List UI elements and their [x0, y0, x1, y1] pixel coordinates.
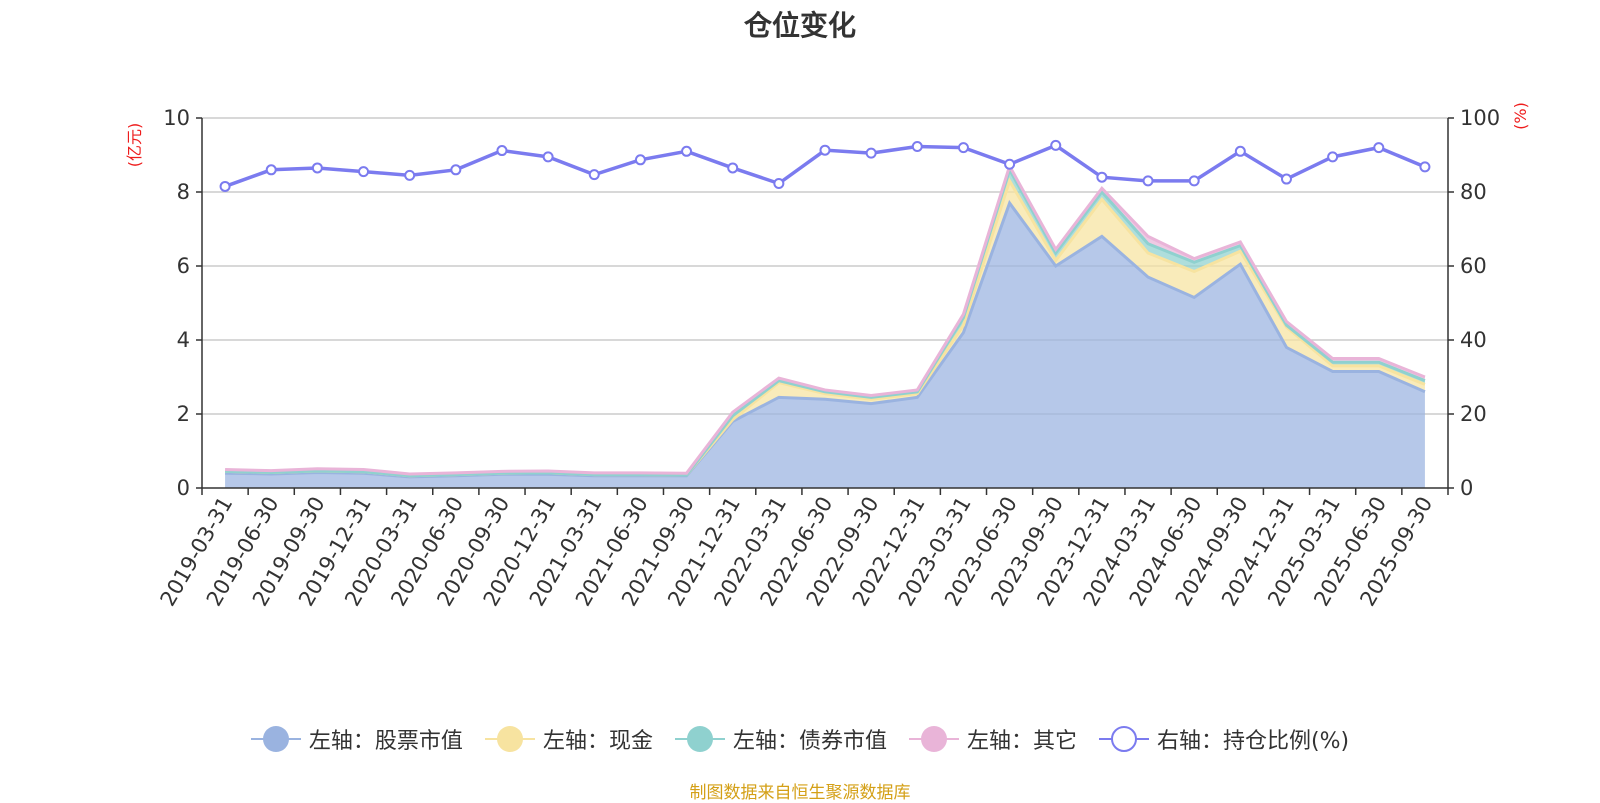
left-axis-tick-label: 10 — [163, 106, 190, 130]
left-axis-tick-label: 0 — [177, 476, 190, 500]
area-左轴：股票市值 — [225, 203, 1425, 488]
right-axis-tick-label: 40 — [1460, 328, 1487, 352]
legend-item[interactable]: 右轴：持仓比例(%) — [1098, 723, 1350, 755]
chart-title: 仓位变化 — [743, 9, 856, 42]
area-edge-左轴：其它 — [225, 162, 1426, 476]
left-axis-tick-label: 8 — [177, 180, 190, 204]
legend-marker-icon — [250, 726, 301, 752]
ratio-point — [1373, 142, 1385, 154]
stacked-areas — [225, 162, 1426, 488]
ratio-point — [1419, 161, 1431, 173]
ratio-point — [773, 177, 785, 189]
ratio-point — [1096, 171, 1108, 183]
legend-label: 左轴：债券市值 — [732, 729, 887, 754]
ratio-point — [1004, 158, 1016, 170]
ratio-point — [1327, 151, 1339, 163]
ratio-point — [1234, 145, 1246, 157]
area-edge-左轴：债券市值 — [225, 166, 1426, 478]
right-axis-tick-label: 100 — [1460, 106, 1500, 130]
right-axis-tick-label: 20 — [1460, 402, 1487, 426]
legend-item[interactable]: 左轴：其它 — [908, 723, 1077, 755]
ratio-point — [634, 154, 646, 166]
ratio-point — [911, 140, 923, 152]
left-axis-unit: (亿元) — [125, 123, 144, 168]
ratio-point — [681, 145, 693, 157]
ratio-point — [404, 169, 416, 181]
left-axis-tick-label: 6 — [177, 254, 190, 278]
ratio-point — [265, 164, 277, 176]
left-axis-tick-label: 2 — [177, 402, 190, 426]
legend-item[interactable]: 左轴：现金 — [484, 723, 653, 755]
ratio-point — [311, 162, 323, 174]
legend-marker-icon — [484, 726, 535, 752]
legend-label: 右轴：持仓比例(%) — [1156, 729, 1350, 754]
ratio-point — [865, 147, 877, 159]
ratio-point — [727, 162, 739, 174]
legend: 左轴：股票市值 左轴：现金 左轴：债券市值 左轴：其它 右轴：持仓比例(%) — [0, 721, 1600, 757]
ratio-point — [496, 145, 508, 157]
legend-label: 左轴：现金 — [542, 729, 653, 754]
right-axis-tick-label: 0 — [1460, 476, 1473, 500]
right-axis-unit: (%) — [1511, 102, 1530, 130]
ratio-point — [1280, 173, 1292, 185]
legend-marker-icon — [908, 726, 959, 752]
ratio-point — [588, 169, 600, 181]
legend-marker-icon — [674, 726, 725, 752]
ratio-point — [358, 166, 370, 178]
ratio-point — [1050, 139, 1062, 151]
ratio-point — [219, 180, 231, 192]
right-axis-tick-label: 80 — [1460, 180, 1487, 204]
ratio-point — [957, 142, 969, 154]
source-note: 制图数据来自恒生聚源数据库 — [689, 783, 911, 803]
ratio-points — [219, 139, 1431, 192]
legend-item[interactable]: 左轴：债券市值 — [674, 723, 887, 755]
ratio-point — [1142, 175, 1154, 187]
ratio-point — [819, 144, 831, 156]
legend-item[interactable]: 左轴：股票市值 — [250, 723, 463, 755]
legend-label: 左轴：其它 — [966, 729, 1077, 754]
ratio-point — [542, 151, 554, 163]
legend-marker-icon — [1098, 726, 1149, 752]
ratio-point — [1188, 175, 1200, 187]
legend-label: 左轴：股票市值 — [308, 729, 463, 754]
right-axis-tick-label: 60 — [1460, 254, 1487, 278]
left-axis-tick-label: 4 — [177, 328, 190, 352]
ratio-point — [450, 164, 462, 176]
